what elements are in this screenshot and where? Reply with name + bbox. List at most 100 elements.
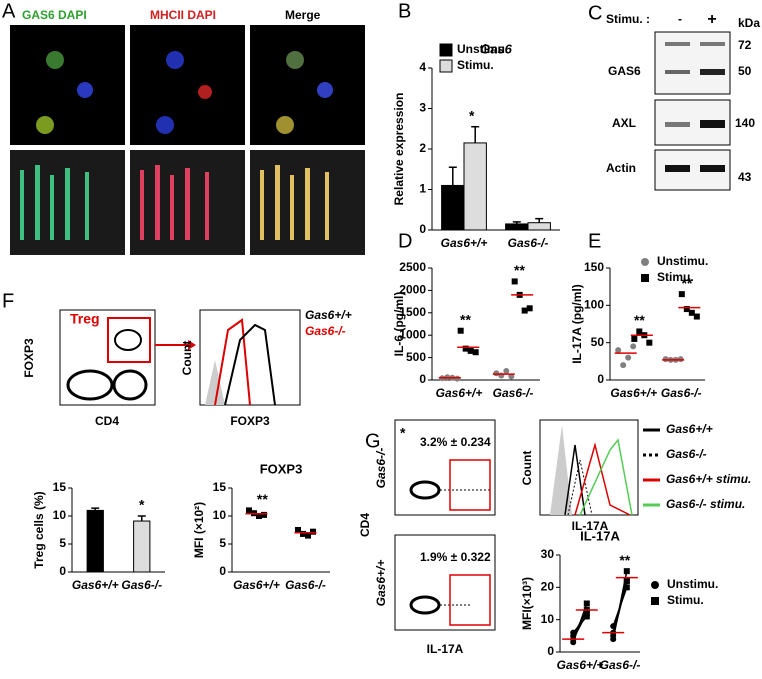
chart-title: FOXP3 [260, 461, 303, 476]
gate-label: Treg [70, 311, 100, 327]
point [521, 307, 528, 314]
x-tick-label: Gas6+/+ [436, 386, 483, 400]
y-tick-label: 3 [419, 101, 426, 115]
point [631, 335, 638, 342]
significance: ** [514, 262, 525, 278]
legend-label: Gas6+/+ [666, 422, 713, 436]
flow-plot [59, 309, 301, 406]
bar [86, 509, 104, 573]
y-tick-label: 10 [213, 508, 227, 522]
y-axis-label: MFI (×10²) [192, 502, 206, 558]
significance: ** [634, 312, 645, 328]
point [625, 354, 632, 361]
gate-value: 1.9% ± 0.322 [420, 550, 491, 564]
band-size: 140 [735, 116, 755, 130]
significance: * [139, 497, 145, 513]
point [583, 600, 590, 607]
legend-label: Unstimu. [667, 577, 718, 591]
point [615, 347, 622, 354]
channel-label: GAS6 DAPI [22, 8, 87, 22]
y-tick-label: 4 [419, 60, 426, 74]
point [295, 527, 301, 533]
y-tick-label: 5 [59, 536, 66, 550]
point [246, 507, 252, 514]
point [583, 610, 590, 617]
y-tick-label: 5 [219, 536, 226, 550]
panel-letter: C [588, 2, 602, 24]
panel-letter: E [588, 230, 601, 252]
y-tick-label: 0 [547, 644, 554, 658]
y-tick-label: 500 [406, 350, 426, 364]
microscopy [10, 25, 365, 255]
y-tick-label: 0 [419, 222, 426, 236]
point [300, 530, 306, 537]
band-name: Actin [606, 161, 636, 175]
legend-label: Stimu. [667, 593, 704, 607]
point [526, 305, 533, 312]
point [454, 375, 461, 382]
bar [441, 184, 465, 231]
point [261, 511, 267, 518]
y-axis-label: IL-6 (pg/ml) [392, 292, 406, 357]
point [693, 313, 700, 320]
band-size: 50 [738, 64, 752, 78]
chart-title: Gas6 [480, 41, 513, 56]
axis-label: Count [520, 451, 534, 486]
row-label: Gas6+/+ [374, 560, 388, 607]
axis-label: IL-17A [427, 642, 464, 656]
x-tick-label: Gas6-/- [493, 386, 534, 400]
point [457, 327, 464, 334]
x-tick-label: Gas6-/- [600, 658, 641, 672]
legend-label: Stimu. [457, 58, 494, 72]
x-tick-label: Gas6+/+ [233, 578, 280, 592]
axis-label: FOXP3 [22, 338, 36, 378]
y-tick-label: 0 [219, 564, 226, 578]
channel-label: Merge [285, 8, 321, 22]
y-axis-label: IL-17A (pg/ml) [570, 284, 584, 364]
y-tick-label: 0 [597, 372, 604, 386]
legend-label: Gas6-/- stimu. [666, 497, 745, 511]
stim-plus: + [707, 11, 716, 28]
point [256, 513, 262, 519]
x-tick-label: Gas6-/- [285, 578, 326, 592]
band-size: 43 [738, 170, 752, 184]
point [641, 274, 649, 282]
panel-letter: A [2, 0, 16, 22]
y-axis-label: MFI(×10³) [520, 577, 534, 630]
band-name: GAS6 [608, 64, 641, 78]
band-size: 72 [738, 38, 752, 52]
axis-label: FOXP3 [230, 414, 270, 428]
point [646, 339, 653, 346]
legend-label: Unstimu. [657, 254, 708, 268]
point [641, 258, 649, 266]
x-tick-label: Gas6+/+ [72, 578, 119, 592]
point [305, 532, 311, 539]
y-tick-label: 100 [584, 298, 604, 312]
point [623, 577, 630, 584]
y-tick-label: 0 [419, 372, 426, 386]
panel-letter: D [398, 230, 412, 252]
point [503, 368, 510, 375]
x-tick-label: Gas6+/+ [441, 236, 488, 250]
y-tick-label: 15 [213, 480, 227, 494]
axis-label: Count [180, 341, 194, 376]
x-tick-label: Gas6-/- [508, 236, 549, 250]
x-tick-label: Gas6-/- [661, 386, 702, 400]
y-axis-label: Relative expression [392, 93, 406, 206]
bar [463, 142, 487, 231]
legend-label: Stimu. [657, 270, 694, 284]
point [462, 345, 469, 352]
point [310, 528, 316, 535]
bar [527, 222, 551, 231]
x-tick-label: Gas6-/- [121, 578, 162, 592]
legend-label: Unstimu. [457, 42, 508, 56]
channel-label: MHCII DAPI [150, 8, 216, 22]
point [636, 328, 643, 335]
bar [505, 223, 529, 231]
panel-letter: G [365, 430, 381, 452]
point [610, 632, 617, 639]
blot [654, 31, 731, 191]
point [472, 349, 479, 356]
y-tick-label: 15 [53, 480, 67, 494]
